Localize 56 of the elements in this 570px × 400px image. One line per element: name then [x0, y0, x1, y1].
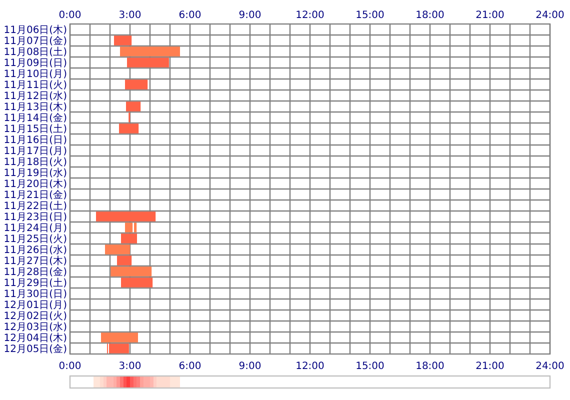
x-tick-label: 0:00	[58, 10, 82, 21]
x2-tick-label: 18:00	[416, 361, 444, 372]
bar	[121, 278, 153, 288]
x-tick-label: 24:00	[536, 10, 564, 21]
bar	[109, 344, 129, 354]
x-tick-label: 6:00	[178, 10, 202, 21]
y-tick-label: 11月15日(土)	[4, 123, 68, 136]
y-tick-label: 11月25日(火)	[4, 233, 68, 246]
y-tick-label: 11月20日(木)	[4, 178, 68, 190]
x2-tick-label: 3:00	[118, 361, 142, 372]
y-tick-label: 11月06日(木)	[4, 24, 68, 36]
y-tick-label: 11月10日(月)	[4, 69, 68, 80]
y-tick-label: 12月03日(水)	[4, 321, 68, 334]
x2-tick-label: 6:00	[178, 361, 202, 372]
y-tick-label: 11月13日(木)	[4, 101, 68, 114]
bar	[127, 58, 169, 68]
y-tick-label: 11月30日(日)	[4, 289, 68, 300]
y-tick-label: 11月14日(金)	[4, 112, 68, 124]
x2-tick-label: 15:00	[356, 361, 384, 372]
x-tick-label: 21:00	[476, 10, 504, 21]
bar	[117, 256, 132, 266]
y-tick-label: 11月12日(水)	[4, 90, 68, 102]
y-tick-label: 12月01日(月)	[4, 300, 68, 312]
y-tick-label: 11月11日(火)	[4, 79, 68, 92]
x-tick-label: 3:00	[118, 10, 142, 21]
y-tick-label: 11月26日(水)	[4, 244, 68, 256]
x2-tick-label: 21:00	[476, 361, 504, 372]
x-tick-label: 18:00	[416, 10, 444, 21]
x2-tick-label: 9:00	[238, 361, 262, 372]
y-tick-label: 11月27日(木)	[4, 255, 68, 268]
y-tick-label: 11月17日(月)	[4, 146, 68, 158]
y-tick-label: 11月08日(土)	[4, 46, 68, 58]
y-tick-label: 11月22日(土)	[4, 200, 68, 212]
bar	[121, 234, 137, 244]
bar	[96, 212, 156, 222]
y-tick-label: 12月05日(金)	[4, 343, 68, 356]
y-tick-label: 11月18日(火)	[4, 156, 68, 168]
x-tick-label: 12:00	[296, 10, 324, 21]
y-tick-label: 12月02日(火)	[4, 310, 68, 322]
x2-tick-label: 24:00	[536, 361, 564, 372]
y-tick-label: 11月09日(日)	[4, 58, 68, 70]
bar	[125, 80, 148, 90]
y-tick-label: 11月16日(日)	[4, 135, 68, 146]
y-tick-label: 11月07日(金)	[4, 35, 68, 48]
y-tick-label: 12月04日(木)	[4, 332, 68, 344]
y-tick-label: 11月21日(金)	[4, 189, 68, 202]
x2-tick-label: 12:00	[296, 361, 324, 372]
y-tick-label: 11月28日(金)	[4, 266, 68, 278]
x-tick-label: 15:00	[356, 10, 384, 21]
y-tick-label: 11月24日(月)	[4, 223, 68, 234]
x-tick-label: 9:00	[238, 10, 262, 21]
y-tick-label: 11月19日(水)	[4, 167, 68, 180]
y-tick-label: 11月23日(日)	[4, 212, 68, 224]
x2-tick-label: 0:00	[58, 361, 82, 372]
bar	[114, 36, 132, 46]
y-tick-label: 11月29日(土)	[4, 277, 68, 290]
